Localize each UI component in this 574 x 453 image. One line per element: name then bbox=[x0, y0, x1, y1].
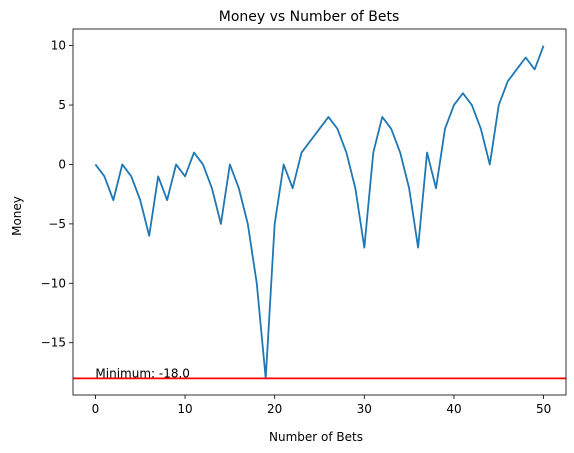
y-tick-label: 5 bbox=[58, 98, 66, 112]
x-tick-label: 20 bbox=[267, 402, 282, 416]
chart-title: Money vs Number of Bets bbox=[219, 9, 400, 25]
axes-layer bbox=[72, 28, 567, 396]
x-tick-label: 10 bbox=[177, 402, 192, 416]
y-tick-label: −5 bbox=[48, 217, 66, 231]
x-axis-ticks: 0 10 20 30 40 50 bbox=[92, 395, 551, 416]
x-axis-label: Number of Bets bbox=[269, 430, 363, 444]
y-tick-label: 10 bbox=[51, 39, 66, 53]
plot-layer bbox=[73, 45, 566, 380]
y-tick-label: −10 bbox=[41, 276, 66, 290]
x-tick-label: 30 bbox=[357, 402, 372, 416]
minimum-annotation: Minimum: -18.0 bbox=[95, 366, 190, 380]
y-tick-label: 0 bbox=[58, 157, 66, 171]
axes-frame bbox=[72, 28, 567, 396]
y-tick-label: −15 bbox=[41, 336, 66, 350]
y-axis-ticks: −15 −10 −5 0 5 10 bbox=[41, 39, 73, 350]
x-tick-label: 50 bbox=[536, 402, 551, 416]
x-tick-label: 0 bbox=[92, 402, 100, 416]
x-tick-label: 40 bbox=[446, 402, 461, 416]
series-line-0 bbox=[94, 45, 545, 380]
y-axis-label: Money bbox=[10, 196, 24, 236]
